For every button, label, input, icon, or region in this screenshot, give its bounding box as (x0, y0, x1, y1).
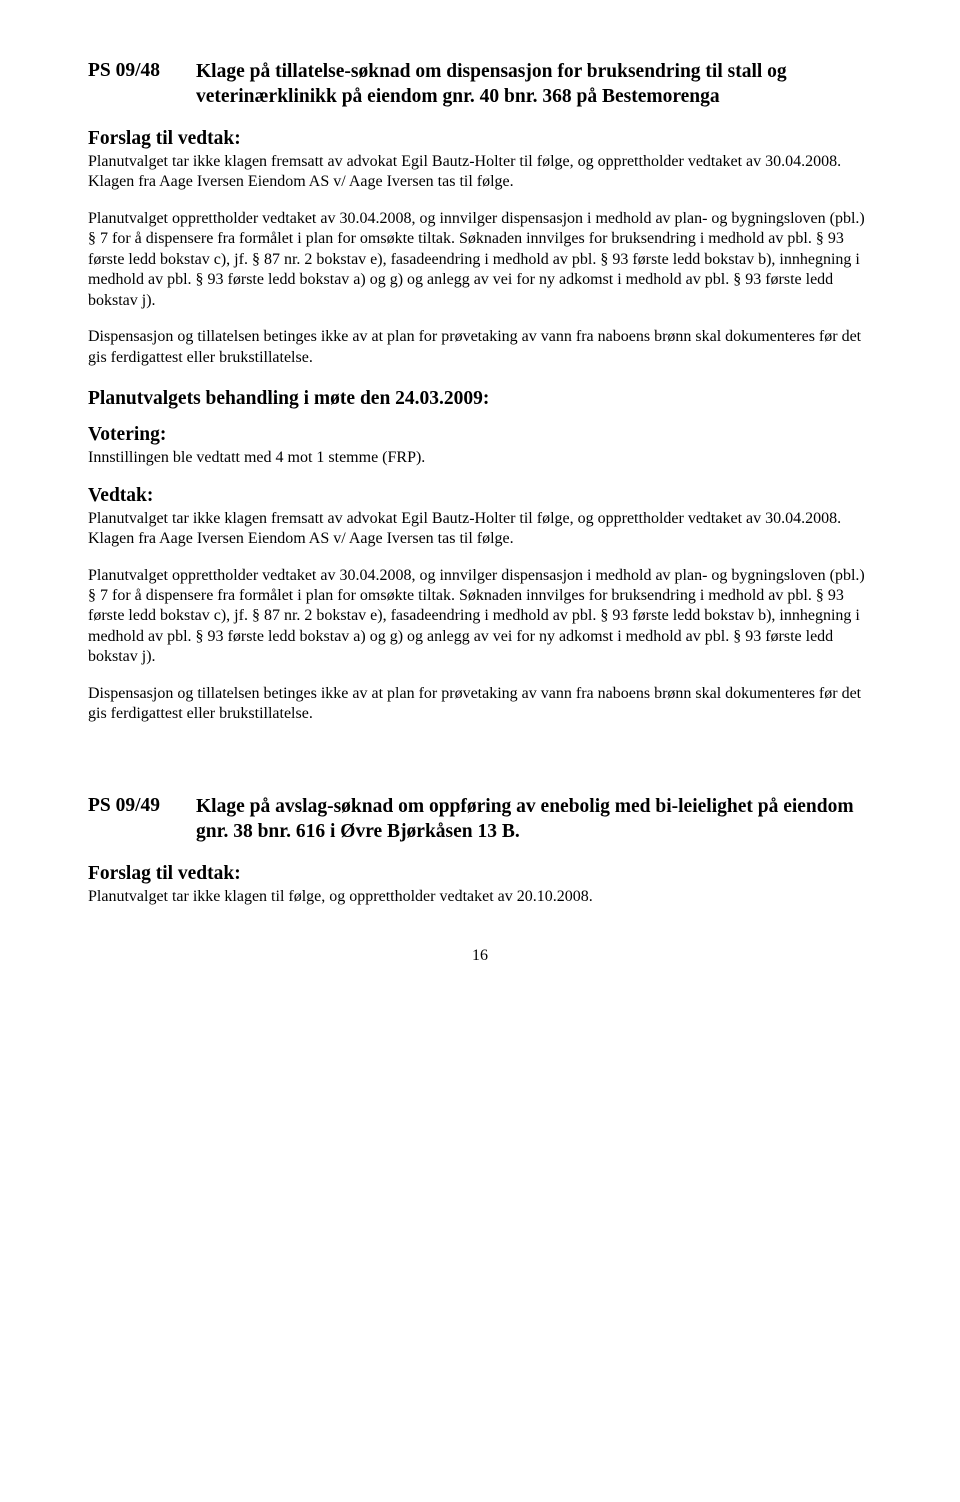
proposal-paragraph-3: Dispensasjon og tillatelsen betinges ikk… (88, 327, 872, 368)
voting-text: Innstillingen ble vedtatt med 4 mot 1 st… (88, 448, 872, 468)
case-header-1: PS 09/48 Klage på tillatelse-søknad om d… (88, 60, 872, 110)
case-number-2: PS 09/49 (88, 795, 196, 817)
proposal-paragraph-2: Planutvalget opprettholder vedtaket av 3… (88, 209, 872, 311)
proposal-paragraph-1: Planutvalget tar ikke klagen fremsatt av… (88, 152, 872, 193)
decision-paragraph-3: Dispensasjon og tillatelsen betinges ikk… (88, 684, 872, 725)
meeting-heading: Planutvalgets behandling i møte den 24.0… (88, 388, 872, 410)
decision-paragraph-1: Planutvalget tar ikke klagen fremsatt av… (88, 509, 872, 550)
case-title-2: Klage på avslag-søknad om oppføring av e… (196, 795, 872, 845)
proposal-heading-1: Forslag til vedtak: (88, 128, 872, 150)
case-header-2: PS 09/49 Klage på avslag-søknad om oppfø… (88, 795, 872, 845)
voting-heading: Votering: (88, 424, 872, 446)
page-number: 16 (88, 947, 872, 965)
case-number-1: PS 09/48 (88, 60, 196, 82)
decision-heading: Vedtak: (88, 485, 872, 507)
proposal-heading-2: Forslag til vedtak: (88, 863, 872, 885)
decision-paragraph-2: Planutvalget opprettholder vedtaket av 3… (88, 566, 872, 668)
proposal2-text: Planutvalget tar ikke klagen til følge, … (88, 887, 872, 907)
case-title-1: Klage på tillatelse-søknad om dispensasj… (196, 60, 872, 110)
